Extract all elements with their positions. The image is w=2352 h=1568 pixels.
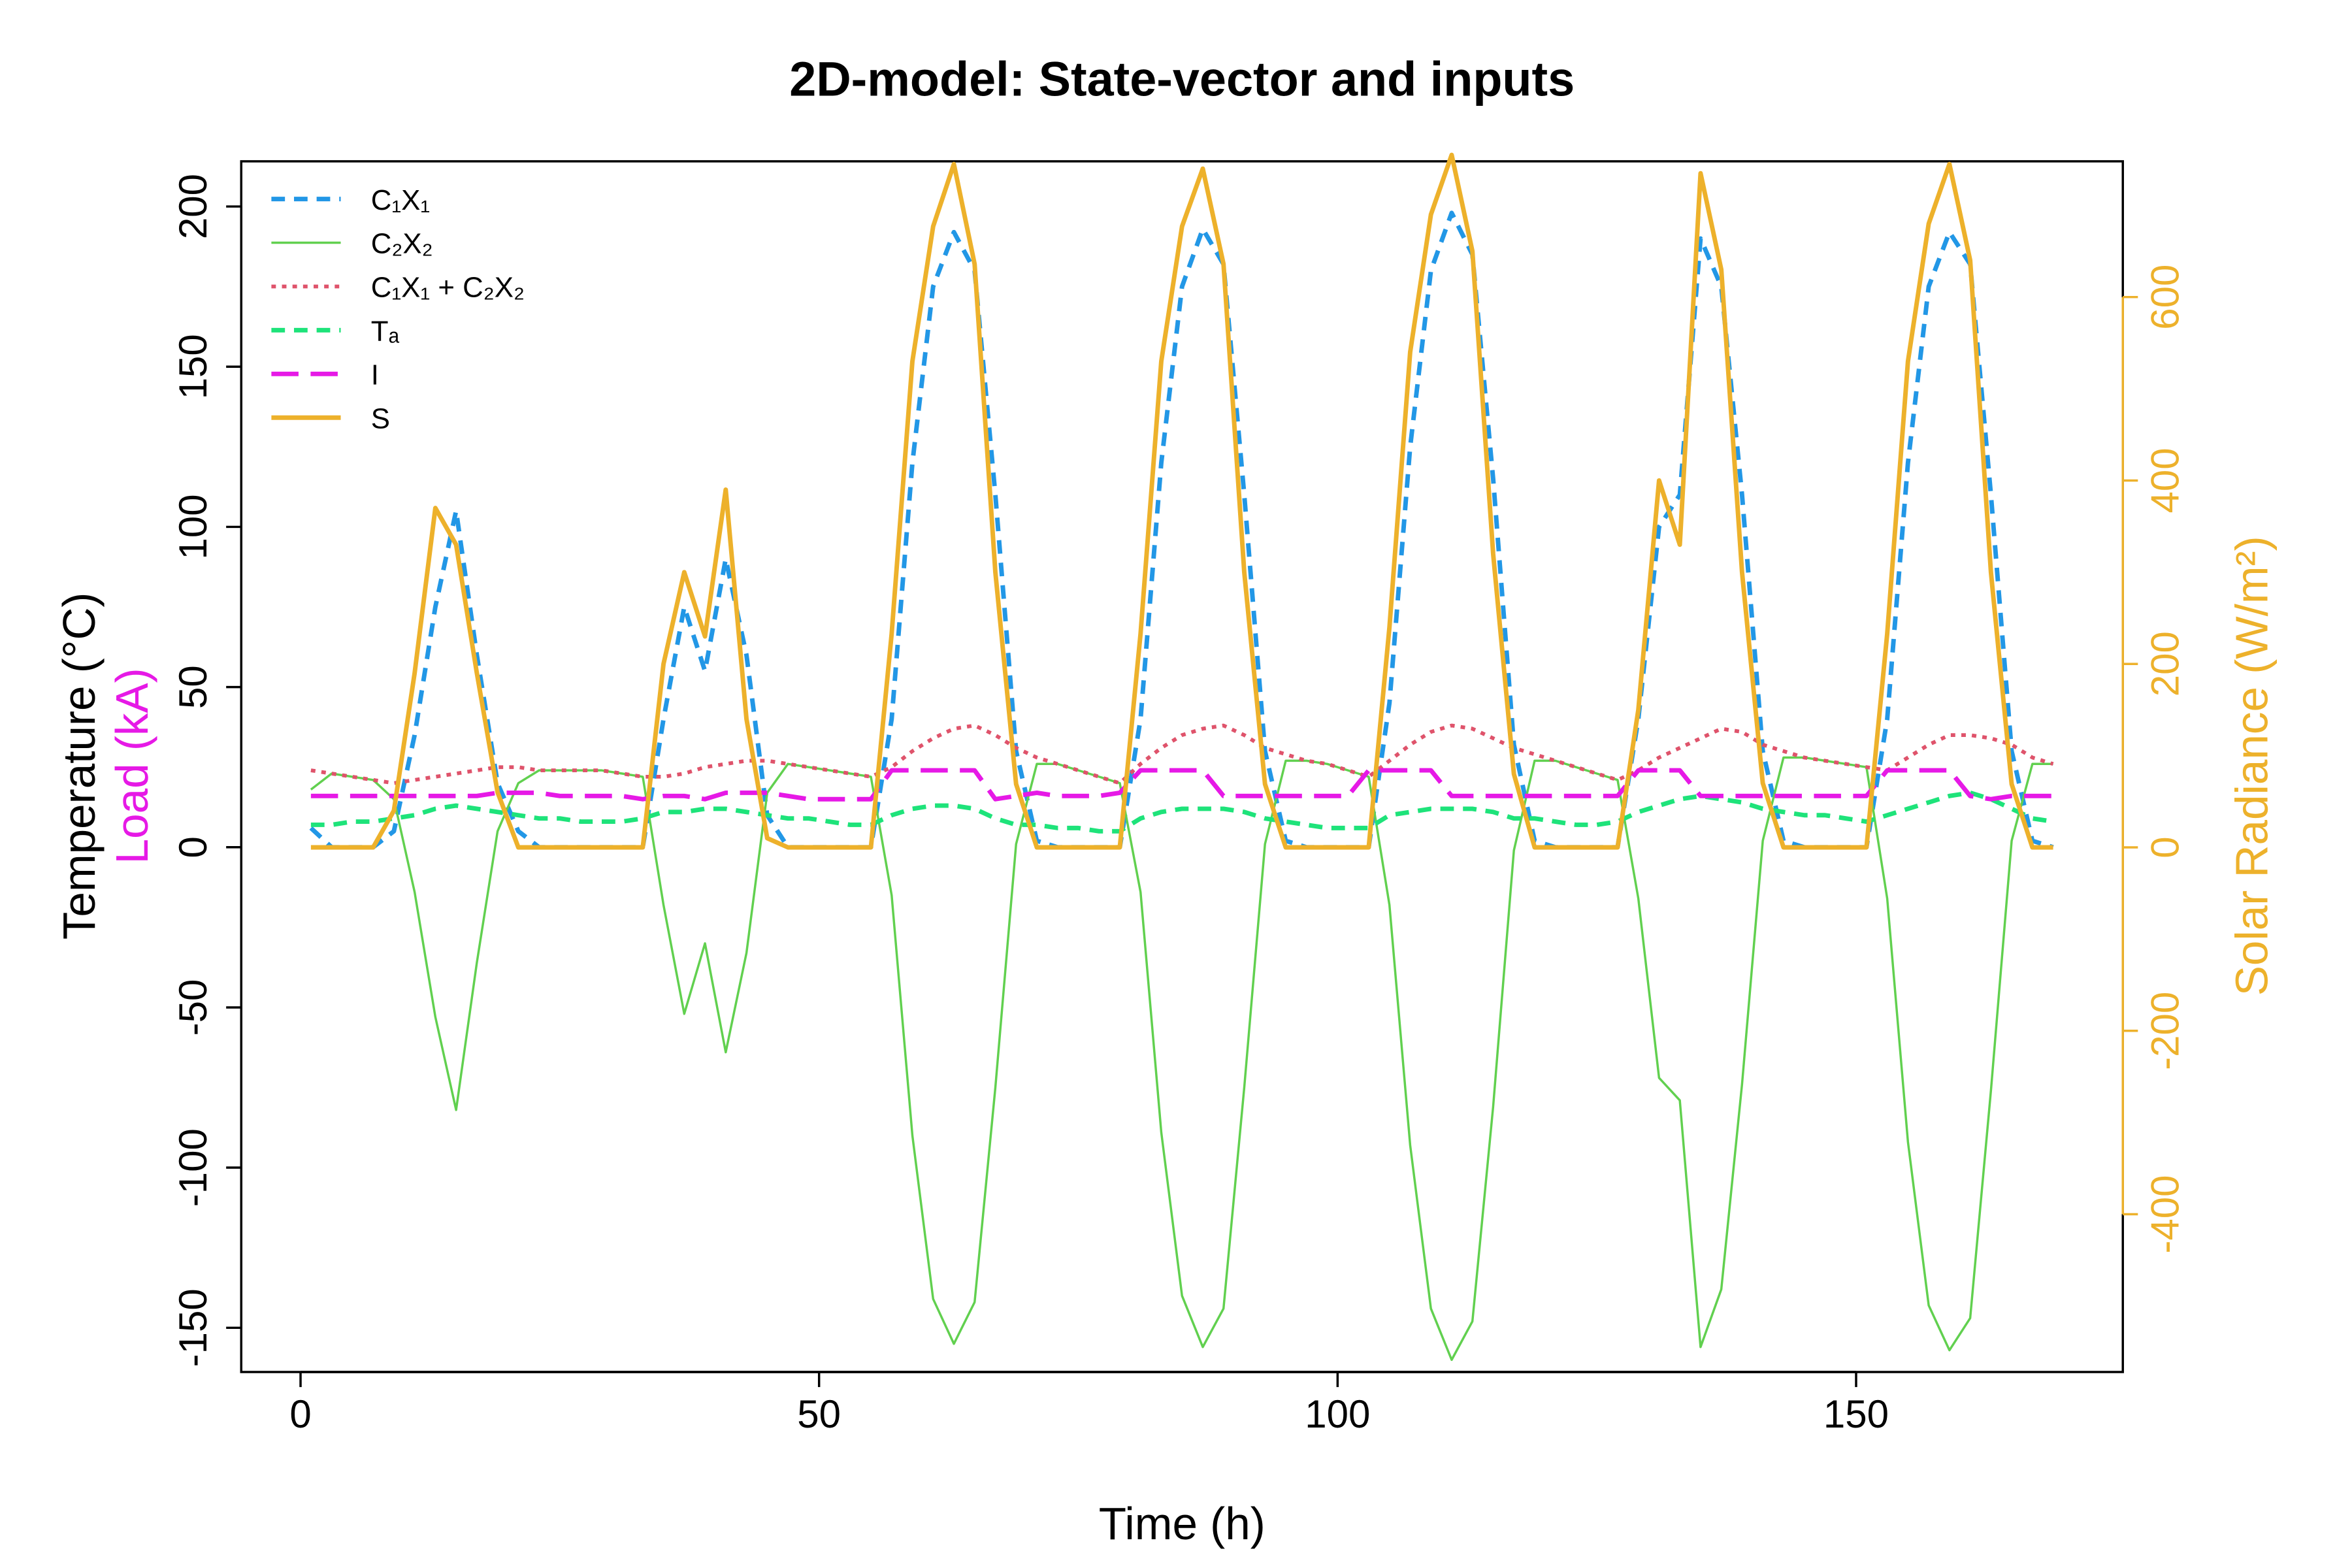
- x-axis-label: Time (h): [1099, 1498, 1266, 1549]
- x-tick-label: 100: [1305, 1392, 1370, 1436]
- x-tick-label: 50: [797, 1392, 841, 1436]
- y-tick-label: -50: [171, 979, 215, 1036]
- legend-label: S: [371, 402, 390, 434]
- y2-axis-label: Solar Radiance (W/m²): [2227, 536, 2278, 996]
- chart-title: 2D-model: State-vector and inputs: [789, 52, 1575, 106]
- y2-tick-label: -200: [2143, 992, 2187, 1070]
- series-line: [310, 723, 2054, 785]
- y-tick-label: 100: [171, 494, 215, 559]
- y2-tick-label: 400: [2143, 448, 2187, 513]
- y-tick-label: -150: [171, 1288, 215, 1367]
- y-axis-label-load: Load (kA): [106, 668, 157, 864]
- series-line: [310, 768, 2053, 802]
- y2-tick-label: -400: [2143, 1175, 2187, 1253]
- y-tick-label: 50: [171, 665, 215, 709]
- y-tick-label: 0: [171, 836, 215, 858]
- y-tick-label: -100: [171, 1128, 215, 1207]
- legend-label: I: [371, 359, 379, 391]
- y2-tick-label: 200: [2143, 631, 2187, 696]
- legend-label: C₁X₁ + C₂X₂: [371, 272, 525, 304]
- y-axis-label: Temperature (°C): [54, 593, 105, 940]
- y2-tick-label: 600: [2143, 265, 2187, 330]
- x-tick-label: 150: [1823, 1392, 1889, 1436]
- legend-label: C₁X₁: [371, 184, 430, 216]
- y-tick-label: 150: [171, 334, 215, 399]
- series-line: [310, 756, 2053, 1362]
- x-tick-label: 0: [289, 1392, 311, 1436]
- y-tick-label: 200: [171, 174, 215, 239]
- series-line: [310, 790, 2054, 834]
- series-line: [310, 152, 2053, 850]
- y2-tick-label: 0: [2143, 836, 2187, 858]
- legend-label: C₂X₂: [371, 228, 433, 260]
- legend-label: Tₐ: [371, 316, 400, 348]
